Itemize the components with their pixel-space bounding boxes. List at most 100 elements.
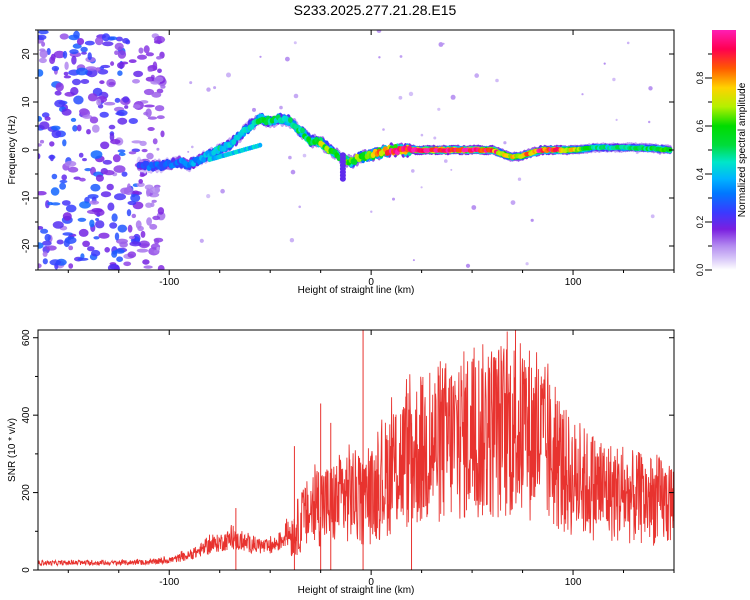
noise-blob: [77, 217, 87, 222]
colorbar-tick-label: 0.6: [695, 120, 705, 133]
noise-blob: [68, 245, 74, 251]
noise-blob: [128, 151, 137, 155]
noise-speck: [450, 94, 456, 100]
noise-speck: [298, 205, 302, 209]
noise-blob: [138, 240, 150, 249]
noise-blob: [46, 48, 51, 55]
noise-speck: [213, 86, 217, 90]
colorbar-tick-label: 0.4: [695, 168, 705, 181]
x-tick-label: 100: [565, 577, 582, 588]
x-tick-label: -100: [159, 277, 179, 288]
noise-blob: [38, 116, 42, 122]
noise-blob: [78, 152, 84, 158]
noise-speck: [293, 41, 297, 45]
noise-blob: [139, 140, 147, 146]
noise-speck: [191, 145, 194, 149]
noise-blob: [114, 249, 125, 254]
noise-blob: [70, 117, 77, 122]
noise-blob: [111, 250, 118, 258]
noise-blob: [135, 220, 142, 229]
noise-blob: [44, 116, 51, 121]
noise-blob: [61, 108, 72, 116]
noise-blob: [92, 124, 100, 133]
colorbar-gradient: [712, 30, 736, 270]
noise-blob: [143, 265, 153, 269]
noise-blob: [44, 233, 51, 242]
noise-blob: [147, 67, 154, 72]
noise-blob: [117, 224, 128, 233]
noise-speck: [420, 133, 424, 137]
noise-blob: [139, 173, 145, 177]
noise-blob: [84, 168, 92, 172]
noise-blob: [59, 33, 69, 40]
noise-blob: [114, 50, 119, 55]
noise-blob: [136, 248, 149, 253]
noise-blob: [76, 38, 85, 45]
noise-blob: [122, 96, 130, 103]
noise-blob: [54, 99, 66, 108]
noise-speck: [199, 238, 204, 243]
x-tick-label: 100: [565, 277, 582, 288]
noise-blob: [111, 213, 118, 222]
snr-plot-area: [38, 330, 674, 570]
noise-blob: [109, 222, 118, 229]
noise-speck: [398, 95, 403, 100]
snr-frame: [37, 329, 675, 571]
noise-blob: [146, 217, 153, 226]
noise-speck: [433, 136, 437, 140]
noise-speck: [293, 93, 299, 99]
noise-blob: [118, 152, 126, 157]
noise-speck: [450, 168, 453, 171]
noise-blob: [157, 68, 162, 74]
noise-blob: [114, 265, 120, 270]
noise-blob: [126, 209, 132, 217]
noise-blob: [62, 232, 73, 236]
x-tick-label: 0: [368, 577, 374, 588]
noise-blob: [38, 34, 47, 40]
noise-blob: [39, 48, 46, 52]
noise-blob: [91, 249, 101, 257]
noise-blob: [79, 201, 91, 209]
noise-blob: [95, 218, 100, 221]
noise-blob: [107, 202, 115, 211]
noise-blob: [152, 61, 158, 71]
noise-blob: [102, 159, 113, 165]
noise-blob: [117, 50, 127, 59]
noise-blob: [91, 208, 103, 213]
noise-speck: [252, 107, 256, 112]
noise-speck: [187, 150, 190, 153]
noise-blob: [121, 171, 128, 177]
noise-speck: [392, 197, 395, 201]
noise-speck: [465, 263, 471, 268]
noise-blob: [146, 152, 154, 160]
noise-speck: [510, 200, 516, 206]
noise-blob: [143, 88, 155, 96]
noise-speck: [495, 78, 499, 83]
noise-blob: [106, 183, 114, 191]
noise-blob: [50, 187, 60, 196]
noise-blob: [95, 174, 104, 182]
ridge-cell: [257, 142, 263, 148]
noise-blob: [147, 127, 155, 131]
noise-blob: [89, 200, 100, 205]
noise-blob: [131, 148, 141, 153]
noise-blob: [136, 182, 145, 187]
noise-blob: [82, 158, 87, 162]
noise-blob: [38, 30, 49, 35]
noise-blob: [52, 221, 64, 229]
colorbar-tick-label: 0.2: [695, 216, 705, 229]
noise-blob: [138, 179, 143, 184]
noise-blob: [112, 154, 121, 163]
noise-speck: [399, 55, 403, 58]
noise-speck: [442, 42, 445, 45]
noise-speck: [615, 118, 618, 121]
noise-blob: [132, 79, 140, 84]
noise-blob: [160, 130, 165, 138]
noise-blob: [129, 241, 142, 247]
noise-blob: [141, 148, 148, 153]
noise-blob: [114, 193, 126, 201]
noise-blob: [73, 95, 84, 105]
y-tick-label: -10: [21, 190, 32, 205]
noise-blob: [70, 87, 79, 96]
